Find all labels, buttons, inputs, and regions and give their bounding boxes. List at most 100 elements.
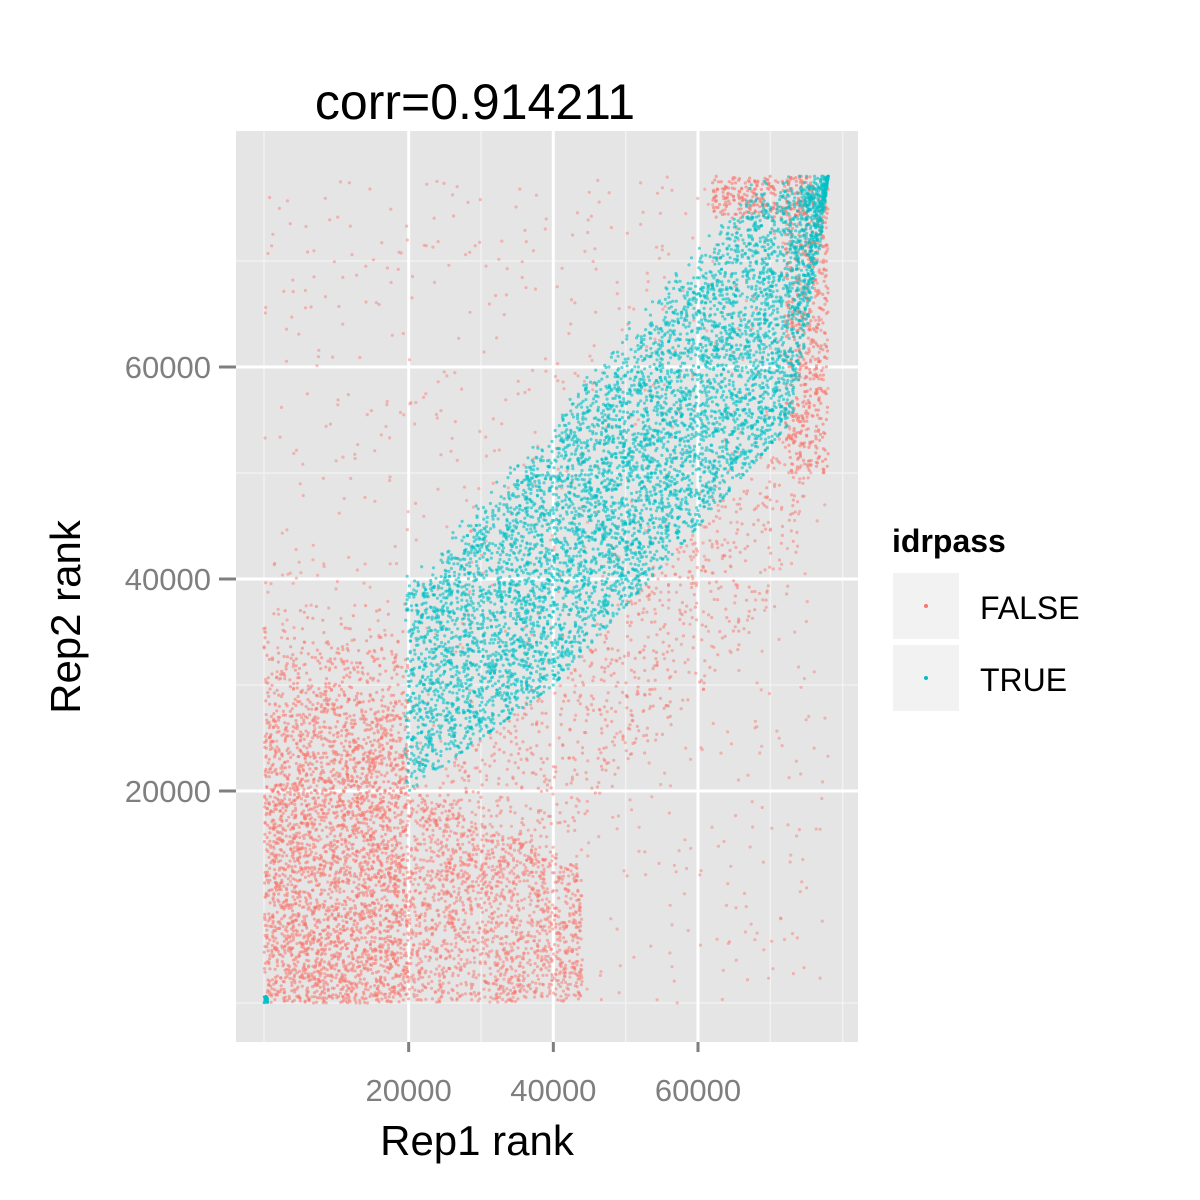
point-false — [555, 285, 559, 289]
point-false — [558, 926, 562, 931]
point-false — [295, 930, 300, 934]
point-false — [337, 693, 341, 698]
point-false — [346, 783, 351, 787]
point-false — [418, 823, 422, 828]
point-false — [381, 824, 385, 829]
point-false — [329, 790, 333, 794]
point-false — [268, 839, 272, 843]
point-false — [294, 955, 298, 959]
point-false — [397, 983, 401, 988]
point-false — [820, 919, 824, 923]
point-false — [711, 259, 715, 263]
point-false — [350, 843, 354, 847]
point-false — [293, 898, 297, 902]
point-false — [328, 887, 332, 891]
point-false — [578, 913, 582, 917]
point-false — [393, 953, 397, 958]
point-false — [372, 808, 376, 812]
point-false — [538, 982, 542, 986]
point-false — [273, 748, 277, 752]
point-false — [387, 965, 391, 970]
point-false — [396, 267, 400, 271]
point-false — [505, 958, 509, 962]
point-false — [312, 855, 316, 859]
point-false — [333, 834, 337, 838]
point-false — [496, 839, 500, 843]
point-false — [271, 919, 275, 923]
point-false — [293, 902, 297, 906]
point-false — [289, 734, 294, 738]
point-false — [568, 959, 572, 963]
point-false — [450, 987, 454, 992]
point-false — [536, 865, 540, 869]
point-false — [324, 693, 328, 697]
point-false — [395, 878, 399, 882]
point-false — [349, 961, 353, 965]
point-false — [362, 990, 366, 994]
point-false — [284, 774, 288, 778]
point-false — [423, 808, 427, 813]
point-false — [391, 661, 395, 665]
point-false — [332, 908, 336, 913]
point-false — [298, 851, 302, 855]
point-false — [326, 931, 330, 935]
point-false — [315, 925, 319, 930]
point-false — [288, 950, 293, 954]
point-false — [579, 937, 583, 941]
point-false — [274, 873, 278, 877]
point-false — [374, 770, 378, 774]
point-false — [447, 916, 451, 921]
point-false — [282, 868, 286, 872]
point-false — [294, 657, 298, 661]
point-false — [263, 769, 267, 774]
point-false — [364, 904, 368, 908]
point-false — [401, 820, 405, 824]
point-false — [266, 870, 270, 874]
point-false — [573, 984, 577, 988]
point-false — [358, 862, 362, 866]
point-false — [320, 891, 324, 895]
point-false — [686, 658, 690, 662]
point-false — [538, 845, 542, 849]
point-false — [277, 888, 281, 892]
point-false — [267, 757, 271, 761]
point-false — [301, 732, 305, 736]
point-false — [346, 993, 350, 997]
point-false — [323, 725, 328, 730]
point-false — [482, 947, 486, 951]
point-false — [319, 856, 323, 860]
point-false — [308, 713, 312, 717]
point-false — [348, 910, 352, 914]
point-false — [284, 702, 288, 706]
point-false — [366, 672, 370, 676]
point-false — [274, 856, 278, 861]
point-false — [409, 936, 413, 940]
point-false — [285, 655, 290, 659]
point-false — [350, 718, 354, 722]
point-false — [527, 895, 531, 899]
point-false — [413, 877, 417, 881]
point-false — [298, 861, 302, 865]
point-false — [303, 917, 307, 922]
point-false — [271, 818, 275, 822]
point-false — [380, 888, 384, 892]
point-false — [291, 826, 295, 830]
point-false — [276, 660, 280, 664]
point-false — [306, 707, 310, 711]
point-false — [489, 905, 493, 909]
point-false — [401, 969, 405, 973]
point-false — [574, 981, 579, 985]
point-false — [277, 693, 281, 697]
point-false — [341, 987, 345, 991]
point-false — [392, 668, 396, 672]
point-false — [570, 961, 575, 966]
point-false — [315, 767, 319, 771]
point-false — [300, 972, 304, 977]
point-false — [488, 902, 492, 906]
point-false — [331, 744, 335, 748]
point-false — [543, 917, 547, 921]
point-false — [348, 999, 352, 1004]
point-false — [414, 923, 418, 928]
point-false — [268, 657, 272, 662]
point-false — [543, 929, 548, 933]
